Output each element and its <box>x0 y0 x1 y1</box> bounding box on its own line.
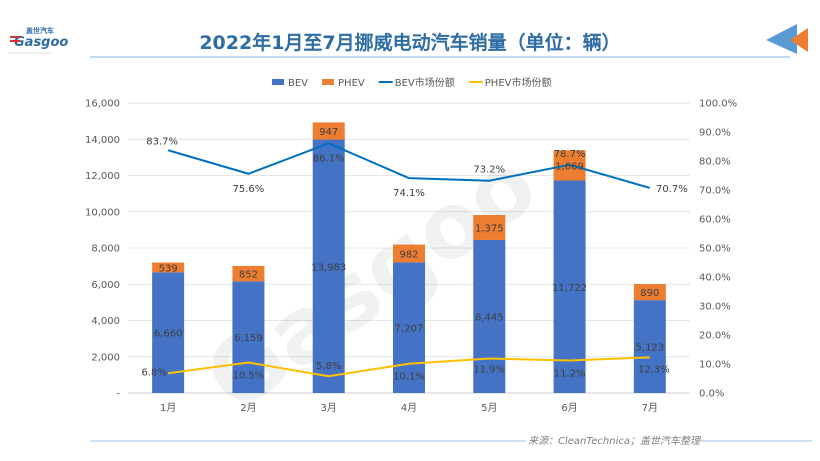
bar-bev <box>633 300 666 393</box>
y-left-tick: 6,000 <box>91 280 120 291</box>
phev-share-label: 5.8% <box>316 361 341 372</box>
bev-share-label: 70.7% <box>656 184 688 195</box>
phev-share-line <box>168 356 650 378</box>
phev-share-label: 10.5% <box>233 371 265 382</box>
bev-share-label: 78.7% <box>554 149 586 160</box>
x-tick: 1月 <box>160 402 176 414</box>
bev-share-line <box>167 142 651 189</box>
data-label-phev: 539 <box>159 263 178 274</box>
data-label-phev: 982 <box>399 249 418 260</box>
y-right-tick: 90.0% <box>699 128 731 139</box>
legend-label: BEV <box>288 78 308 89</box>
data-label-phev: 1,375 <box>475 223 504 234</box>
data-label-bev: 8,445 <box>475 312 504 323</box>
logo-mark: Gasgoo <box>14 35 68 50</box>
source-note: 来源：CleanTechnica；盖世汽车整理 <box>528 435 702 447</box>
bar-phev <box>232 265 265 282</box>
phev-share-label: 11.2% <box>554 369 586 380</box>
svg-text:盖世汽车: 盖世汽车 <box>26 26 54 35</box>
y-left-tick: 2,000 <box>91 352 120 363</box>
y-left-tick: 8,000 <box>91 244 120 255</box>
phev-share-label: 12.3% <box>638 364 670 375</box>
data-label-bev: 6,660 <box>154 329 183 340</box>
bev-share-label: 86.1% <box>313 153 345 164</box>
phev-share-label: 10.1% <box>393 372 425 383</box>
data-label-phev: 1,669 <box>555 161 584 172</box>
y-right-tick: 0.0% <box>699 389 724 400</box>
legend-swatch <box>272 79 284 85</box>
data-label-phev: 852 <box>239 270 258 281</box>
bev-share-label: 83.7% <box>146 136 178 147</box>
y-right-tick: 40.0% <box>699 273 731 284</box>
data-label-phev: 947 <box>319 127 338 138</box>
data-label-bev: 5,123 <box>636 343 665 354</box>
legend-label: PHEV市场份额 <box>485 76 552 89</box>
bar-phev <box>393 244 425 263</box>
x-tick: 6月 <box>561 402 577 414</box>
y-right-tick: 70.0% <box>699 186 731 197</box>
legend: BEV PHEV BEV市场份额 PHEV市场份额 <box>272 76 552 89</box>
y-right-tick: 80.0% <box>699 157 731 168</box>
phev-share-label: 11.9% <box>473 364 505 375</box>
bar-bev <box>473 239 506 393</box>
data-label-bev: 13,983 <box>311 262 346 273</box>
y-left-tick: 16,000 <box>85 99 120 110</box>
bar-phev <box>473 215 506 240</box>
legend-label: PHEV <box>338 78 365 89</box>
bev-share-label: 74.1% <box>393 188 425 199</box>
bar-phev <box>152 262 185 273</box>
y-right-tick: 30.0% <box>699 302 731 313</box>
bar-phev <box>633 284 666 301</box>
y-right-tick: 50.0% <box>699 244 731 255</box>
bar-bev <box>312 139 345 393</box>
x-tick: 4月 <box>401 402 417 414</box>
bev-share-label: 73.2% <box>473 165 505 176</box>
y-left-tick: 12,000 <box>85 171 120 182</box>
x-tick: 2月 <box>240 402 256 414</box>
data-label-phev: 890 <box>640 288 659 299</box>
bar-bev <box>553 180 586 393</box>
logo: Gasgoo 盖世汽车 <box>8 26 68 54</box>
y-right-tick: 100.0% <box>699 99 737 110</box>
legend-swatch <box>322 79 335 85</box>
x-tick: 7月 <box>642 402 658 414</box>
y-right-tick: 20.0% <box>699 331 731 342</box>
y-left-tick: 4,000 <box>91 316 120 327</box>
corner-arrow-icon <box>766 24 808 54</box>
data-label-bev: 11,722 <box>552 283 587 294</box>
bar-bev <box>232 281 265 393</box>
y-left-tick: - <box>116 389 120 400</box>
y-left-tick: 14,000 <box>85 135 120 146</box>
data-label-bev: 7,207 <box>395 324 424 335</box>
bar-bev <box>393 262 425 393</box>
phev-share-label: 6.8% <box>141 367 166 378</box>
y-left-tick: 10,000 <box>85 207 120 218</box>
x-tick: 3月 <box>321 402 337 414</box>
data-label-bev: 6,159 <box>234 333 263 344</box>
y-right-tick: 60.0% <box>699 215 731 226</box>
legend-label: BEV市场份额 <box>395 76 455 89</box>
x-tick: 5月 <box>481 402 497 414</box>
bar-phev <box>312 122 345 140</box>
bev-share-label: 75.6% <box>233 184 265 195</box>
chart-title: 2022年1月至7月挪威电动汽车销量（单位：辆） <box>199 31 620 54</box>
y-right-tick: 10.0% <box>699 360 731 371</box>
